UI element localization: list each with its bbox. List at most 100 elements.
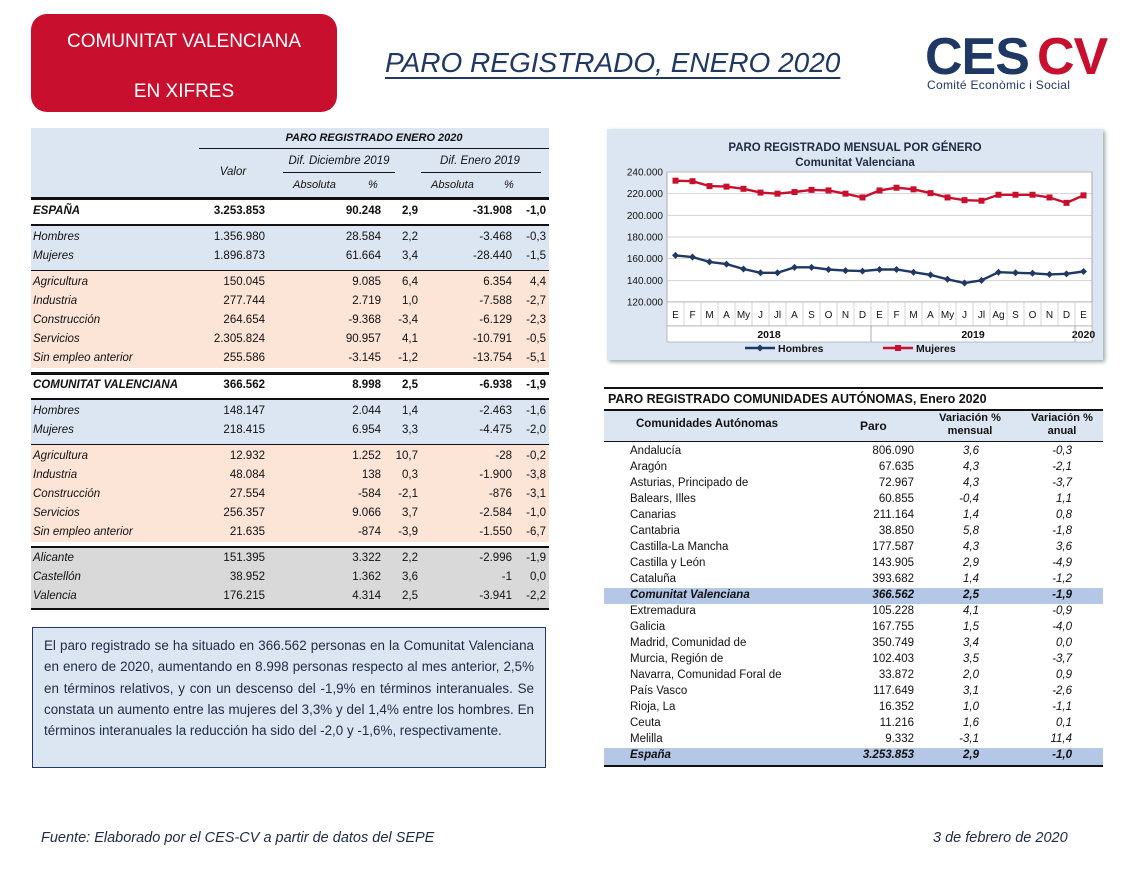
row-abs-ene: -3.941 [479,590,512,602]
ccaa-row: Canarias 211.164 1,4 0,8 [604,508,1103,524]
row-abs-ene: 6.354 [483,276,512,288]
point-mujeres [876,187,883,194]
row-name: Agricultura [33,450,88,462]
row-abs-ene: -13.754 [472,352,512,364]
ccaa-paro: 117.649 [873,685,914,697]
point-hombres [1046,270,1053,278]
ccaa-row: Ceuta 11.216 1,6 0,1 [604,716,1103,732]
ccaa-row: Galicia 167.755 1,5 -4,0 [604,620,1103,636]
chart-title: PARO REGISTRADO MENSUAL POR GÉNERO [728,141,981,154]
ccaa-row: Aragón 67.635 4,3 -2,1 [604,460,1103,476]
x-tick-label: E [672,310,679,321]
logo-subtitle: Comité Econòmic i Social [927,78,1071,92]
row-abs-ene: -28.440 [472,250,512,262]
x-tick-label: F [893,310,899,321]
row-pct-ene: -1,0 [526,205,546,217]
ccaa-var-mensual: 1,4 [963,573,979,585]
band-provincias [31,548,549,608]
table-row: Agricultura 150.045 9.085 6,4 6.354 4,4 [31,274,549,293]
ccaa-name: Castilla y León [630,557,706,569]
ccaa-row: País Vasco 117.649 3,1 -2,6 [604,684,1103,700]
ccaa-var-anual: 11,4 [1050,733,1072,745]
ccaa-var-anual: -2,6 [1052,685,1072,697]
ccaa-paro: 33.872 [878,669,914,681]
row-name: Sin empleo anterior [33,352,133,364]
row-valor: 1.356.980 [213,231,265,243]
line-chart: PARO REGISTRADO MENSUAL POR GÉNERO Comuni… [627,141,1095,355]
ccaa-table: PARO REGISTRADO COMUNIDADES AUTÓNOMAS, E… [604,387,1103,769]
ccaa-var-anual: -1,2 [1052,573,1072,585]
page-title: PARO REGISTRADO, ENERO 2020 [385,47,841,78]
row-name: Construcción [33,314,101,326]
point-hombres [723,260,730,268]
row-pct-dic: 1,4 [402,405,418,417]
row-pct-dic: 2,5 [402,590,418,602]
row-name: Mujeres [33,424,74,436]
ccaa-paro: 211.164 [873,509,914,521]
point-hombres [893,266,900,273]
point-hombres [859,267,866,275]
x-tick-label: N [1046,310,1053,321]
ccaa-row: Melilla 9.332 -3,1 11,4 [604,732,1103,748]
row-valor: 48.084 [229,469,265,481]
ccaa-name: Galicia [630,621,666,633]
ccaa-name: Asturias, Principado de [630,477,749,489]
x-tick-label: E [1080,310,1087,321]
row-valor: 264.654 [223,314,265,326]
row-valor: 148.147 [223,405,265,417]
x-tick-label: O [825,310,833,321]
row-valor: 38.952 [229,571,265,583]
row-name: Sin empleo anterior [33,526,133,538]
ccaa-var-anual: 0,9 [1056,669,1072,681]
ccaa-paro: 350.749 [872,637,914,649]
highlight-espana [604,748,1103,765]
ccaa-paro: 167.755 [872,621,914,633]
ccaa-var-anual: -3,7 [1052,653,1072,665]
x-tick-label: D [1063,310,1070,321]
row-name: Hombres [33,231,80,243]
ccaa-var-anual: -1,9 [1052,589,1072,601]
row-abs-ene: -1.550 [479,526,512,538]
row-abs-ene: -1.900 [479,469,512,481]
col-valor-header: Valor [219,166,247,178]
row-abs-ene: -2.996 [479,552,512,564]
ccaa-var-anual: -1,8 [1052,525,1072,537]
cescv-logo: CES CV [925,28,1110,86]
x-tick-label: My [941,310,954,321]
ccaa-row: Castilla y León 143.905 2,9 -4,9 [604,556,1103,572]
band-cv-sexo [31,400,549,444]
ccaa-var-anual: 1,1 [1056,493,1072,505]
point-hombres [910,268,917,276]
y-tick-label: 220.000 [627,189,664,200]
table-row: Industria 277.744 2.719 1,0 -7.588 -2,7 [31,293,549,312]
y-tick-label: 120.000 [627,298,664,309]
legend-marker-mujeres [895,345,901,351]
table-row: Industria 48.084 138 0,3 -1.900 -3,8 [31,467,549,486]
row-pct-ene: -5,1 [526,352,546,364]
row-pct-dic: 3,7 [402,507,418,519]
point-mujeres [961,197,968,204]
ccaa-paro: 143.905 [872,557,914,569]
table-row: Valencia 176.215 4.314 2,5 -3.941 -2,2 [31,588,549,607]
ccaa-var-anual: 0,8 [1056,509,1072,521]
col-paro: Paro [860,419,887,433]
ccaa-row: Cantabria 38.850 5,8 -1,8 [604,524,1103,540]
ccaa-row: Balears, Illes 60.855 -0,4 1,1 [604,492,1103,508]
point-hombres [791,263,798,271]
row-abs-dic: 2.044 [352,405,381,417]
row-valor: 218.415 [223,424,265,436]
point-hombres [825,266,832,273]
ccaa-var-anual: -4,9 [1052,557,1072,569]
table-header [31,128,549,198]
point-hombres [1080,268,1087,276]
row-name: Industria [33,295,78,307]
ccaa-paro: 393.682 [872,573,914,585]
year-label: 2019 [961,329,985,341]
ccaa-paro: 366.562 [872,589,914,601]
row-abs-dic: 28.584 [345,231,381,243]
point-mujeres [859,194,866,201]
row-valor: 366.562 [223,379,265,391]
point-mujeres [1029,191,1036,198]
point-mujeres [1080,192,1087,199]
y-tick-label: 240.000 [627,168,664,179]
